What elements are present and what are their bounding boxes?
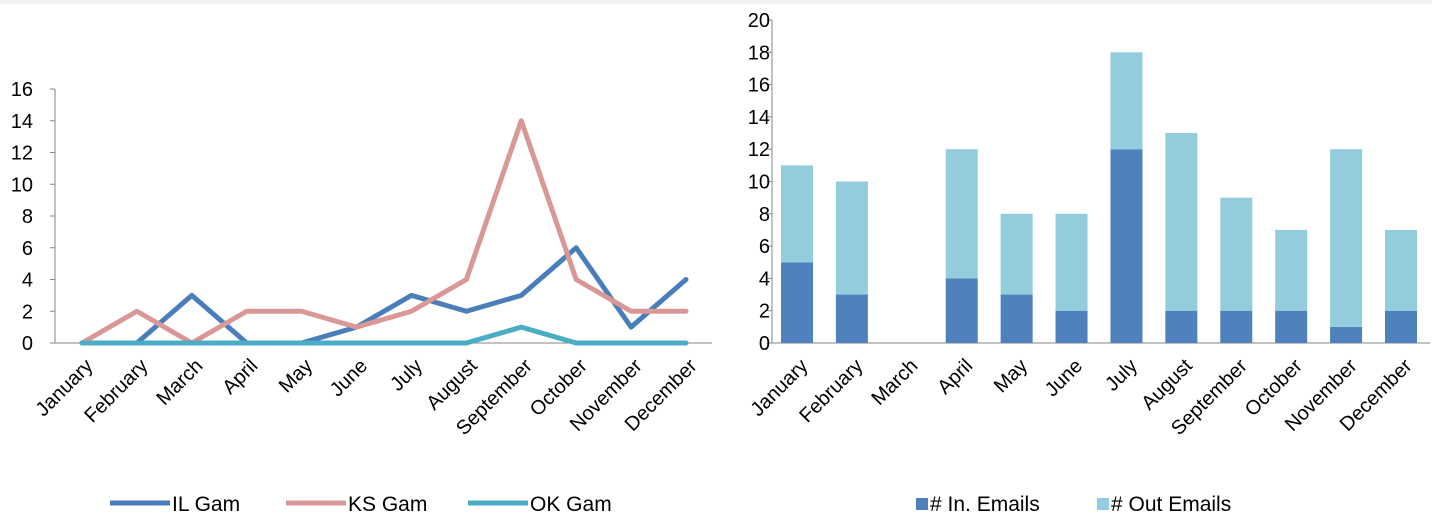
legend-label-out-emails: # Out Emails — [1111, 493, 1231, 516]
bar-out-emails-may — [1000, 213, 1033, 295]
series-line-ks-gam — [79, 118, 689, 346]
bar-in-emails-august — [1165, 310, 1198, 343]
y-tick-label: 0 — [759, 333, 770, 355]
y-tick-label: 20 — [748, 10, 770, 32]
legend-label-il-gam: IL Gam — [172, 493, 240, 516]
y-tick-label: 16 — [11, 79, 33, 101]
x-tick-label: May — [990, 355, 1032, 397]
y-tick-label: 14 — [11, 111, 33, 133]
y-tick-label: 2 — [22, 301, 33, 323]
bar-in-emails-june — [1055, 310, 1088, 343]
y-tick-label: 12 — [748, 139, 770, 161]
bar-out-emails-february — [835, 181, 868, 295]
bar-in-emails-april — [945, 278, 978, 343]
bar-out-emails-june — [1055, 213, 1088, 311]
x-tick-label: June — [1041, 355, 1087, 401]
x-tick-label: April — [933, 355, 977, 399]
bar-in-emails-february — [835, 294, 868, 343]
x-tick-label: May — [275, 355, 317, 397]
y-tick-label: 8 — [759, 204, 770, 226]
legend-label-ok-gam: OK Gam — [530, 493, 612, 516]
bar-in-emails-september — [1220, 310, 1253, 343]
x-tick-label: July — [1101, 355, 1142, 396]
bar-out-emails-september — [1220, 197, 1253, 311]
x-tick-label: March — [152, 355, 207, 410]
x-tick-label: June — [326, 355, 372, 401]
bar-out-emails-november — [1330, 149, 1363, 327]
y-tick-label: 18 — [748, 42, 770, 64]
legend-swatch-out-emails — [1097, 498, 1109, 510]
bar-out-emails-april — [945, 149, 978, 279]
bar-in-emails-november — [1330, 326, 1363, 343]
y-tick-label: 10 — [11, 174, 33, 196]
bar-out-emails-october — [1275, 229, 1308, 311]
bar-out-emails-august — [1165, 133, 1198, 311]
y-tick-label: 4 — [759, 268, 770, 290]
y-tick-label: 12 — [11, 143, 33, 165]
series-line-ok-gam — [79, 324, 689, 346]
y-tick-label: 2 — [759, 301, 770, 323]
y-tick-label: 16 — [748, 75, 770, 97]
bar-in-emails-may — [1000, 294, 1033, 343]
bar-out-emails-july — [1110, 52, 1143, 150]
top-border — [0, 0, 1432, 4]
y-tick-label: 6 — [22, 238, 33, 260]
legend-label-in-emails: # In. Emails — [930, 493, 1040, 516]
y-tick-label: 4 — [22, 270, 33, 292]
legend-swatch-in-emails — [916, 498, 928, 510]
y-tick-label: 6 — [759, 236, 770, 258]
bar-in-emails-december — [1385, 310, 1417, 343]
x-tick-label: April — [218, 355, 262, 399]
x-tick-label: March — [867, 355, 922, 410]
y-tick-label: 10 — [748, 172, 770, 194]
bar-out-emails-january — [781, 165, 813, 263]
y-tick-label: 0 — [22, 333, 33, 355]
bar-in-emails-october — [1275, 310, 1308, 343]
series-line-il-gam — [79, 245, 689, 346]
legend-label-ks-gam: KS Gam — [348, 493, 427, 516]
bar-in-emails-july — [1110, 149, 1143, 343]
y-tick-label: 8 — [22, 206, 33, 228]
x-tick-label: July — [386, 355, 427, 396]
bar-out-emails-december — [1385, 229, 1417, 311]
y-tick-label: 14 — [748, 107, 770, 129]
bar-in-emails-january — [781, 262, 813, 343]
